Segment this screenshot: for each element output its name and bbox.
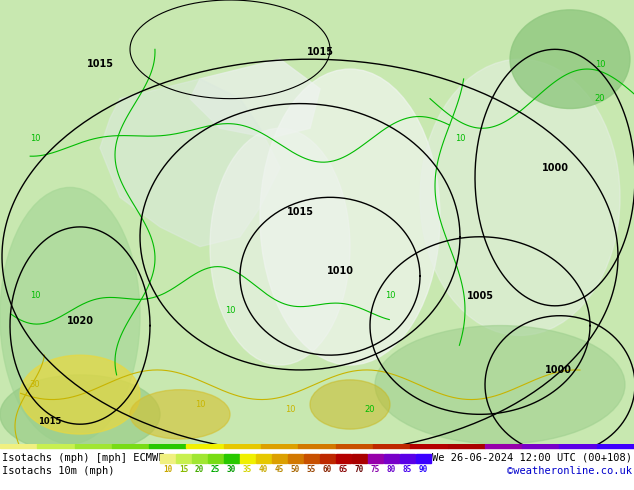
- Bar: [256, 454, 271, 463]
- Text: 40: 40: [259, 465, 268, 474]
- Ellipse shape: [0, 375, 160, 454]
- Bar: [208, 454, 223, 463]
- Polygon shape: [190, 59, 320, 138]
- Text: 85: 85: [403, 465, 412, 474]
- Bar: [384, 454, 399, 463]
- Bar: [149, 444, 186, 448]
- Text: 1005: 1005: [467, 291, 493, 301]
- Text: 10: 10: [30, 292, 40, 300]
- Text: 70: 70: [355, 465, 364, 474]
- Ellipse shape: [20, 355, 140, 434]
- Ellipse shape: [510, 10, 630, 108]
- Text: 10: 10: [595, 60, 605, 69]
- Text: 25: 25: [211, 465, 220, 474]
- Text: 1015: 1015: [86, 59, 113, 69]
- Text: Isotachs 10m (mph): Isotachs 10m (mph): [2, 466, 115, 476]
- Bar: [522, 444, 559, 448]
- Ellipse shape: [130, 390, 230, 439]
- Text: 30: 30: [227, 465, 236, 474]
- Bar: [597, 444, 634, 448]
- Text: 10: 10: [163, 465, 172, 474]
- Text: 20: 20: [595, 94, 605, 103]
- Ellipse shape: [260, 69, 440, 365]
- Text: 15: 15: [179, 465, 188, 474]
- Bar: [304, 454, 319, 463]
- Text: ©weatheronline.co.uk: ©weatheronline.co.uk: [507, 466, 632, 476]
- Bar: [559, 444, 597, 448]
- Bar: [400, 454, 415, 463]
- Bar: [416, 454, 431, 463]
- Text: We 26-06-2024 12:00 UTC (00+108): We 26-06-2024 12:00 UTC (00+108): [432, 453, 632, 463]
- Bar: [410, 444, 448, 448]
- Bar: [299, 444, 335, 448]
- Text: 80: 80: [387, 465, 396, 474]
- Ellipse shape: [420, 59, 620, 336]
- Text: 55: 55: [307, 465, 316, 474]
- Text: 45: 45: [275, 465, 284, 474]
- Bar: [368, 454, 383, 463]
- Text: 35: 35: [243, 465, 252, 474]
- Text: 75: 75: [371, 465, 380, 474]
- Text: 90: 90: [419, 465, 428, 474]
- Bar: [224, 454, 239, 463]
- Text: 50: 50: [291, 465, 300, 474]
- Text: 10: 10: [195, 400, 205, 409]
- Bar: [320, 454, 335, 463]
- Text: 10: 10: [385, 292, 395, 300]
- Text: 10: 10: [285, 405, 295, 414]
- Bar: [224, 444, 261, 448]
- Text: 10: 10: [30, 134, 40, 143]
- Ellipse shape: [375, 325, 625, 444]
- Ellipse shape: [0, 188, 140, 444]
- Bar: [0, 444, 37, 448]
- Text: 1015: 1015: [38, 417, 61, 426]
- Text: 20: 20: [365, 405, 375, 414]
- Text: 65: 65: [339, 465, 348, 474]
- Bar: [112, 444, 149, 448]
- Bar: [37, 444, 75, 448]
- Bar: [373, 444, 410, 448]
- Text: 1020: 1020: [67, 316, 93, 326]
- Text: 1000: 1000: [541, 163, 569, 172]
- Text: 10: 10: [455, 134, 465, 143]
- Bar: [240, 454, 255, 463]
- Bar: [288, 454, 303, 463]
- Bar: [160, 454, 175, 463]
- Bar: [186, 444, 224, 448]
- Bar: [261, 444, 299, 448]
- Polygon shape: [100, 79, 280, 246]
- Text: 20: 20: [195, 465, 204, 474]
- Text: 1015: 1015: [306, 48, 333, 57]
- Text: 10: 10: [224, 306, 235, 315]
- Ellipse shape: [210, 128, 350, 365]
- Bar: [335, 444, 373, 448]
- Bar: [352, 454, 367, 463]
- Text: 1015: 1015: [287, 207, 313, 217]
- Bar: [448, 444, 485, 448]
- Bar: [336, 454, 351, 463]
- Bar: [75, 444, 112, 448]
- Text: 30: 30: [30, 380, 41, 389]
- Ellipse shape: [310, 380, 390, 429]
- Bar: [485, 444, 522, 448]
- Bar: [272, 454, 287, 463]
- Bar: [176, 454, 191, 463]
- Text: Isotachs (mph) [mph] ECMWF: Isotachs (mph) [mph] ECMWF: [2, 453, 164, 463]
- Bar: [192, 454, 207, 463]
- Text: 1000: 1000: [545, 365, 571, 375]
- Text: 1010: 1010: [327, 266, 354, 276]
- Text: 60: 60: [323, 465, 332, 474]
